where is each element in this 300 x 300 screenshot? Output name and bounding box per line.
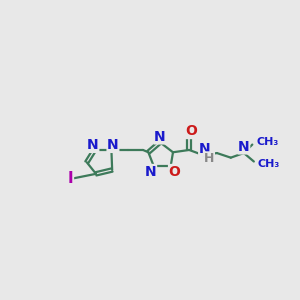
Text: N: N <box>107 138 119 152</box>
Text: N: N <box>154 130 166 144</box>
Text: CH₃: CH₃ <box>256 137 278 147</box>
Text: I: I <box>68 171 74 186</box>
Text: N: N <box>87 138 99 152</box>
Text: CH₃: CH₃ <box>258 159 280 169</box>
Text: N: N <box>199 142 210 156</box>
Text: N: N <box>145 164 157 178</box>
Text: O: O <box>169 164 181 178</box>
Text: H: H <box>204 152 214 165</box>
Text: O: O <box>185 124 197 139</box>
Text: N: N <box>238 140 250 154</box>
